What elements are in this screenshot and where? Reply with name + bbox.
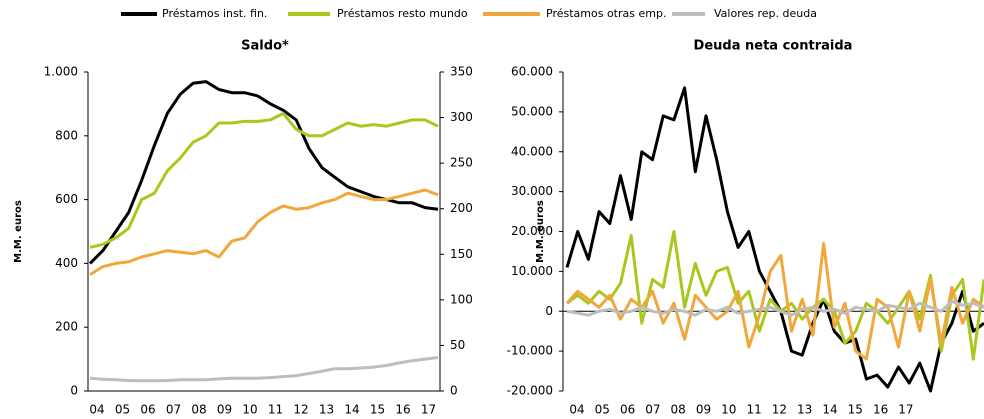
x-tick-label: 13 — [319, 403, 334, 417]
y-tick-label: 20.000 — [511, 224, 553, 238]
y2-tick-label: 350 — [450, 65, 473, 79]
x-tick-label: 11 — [268, 403, 283, 417]
y2-tick-label: 150 — [450, 247, 473, 261]
x-tick-label: 15 — [370, 403, 385, 417]
x-tick-label: 05 — [595, 403, 610, 417]
y-tick-label: 600 — [55, 192, 78, 206]
x-tick-label: 15 — [848, 403, 863, 417]
x-tick-label: 10 — [721, 403, 736, 417]
series-line — [565, 242, 984, 361]
x-tick-label: 12 — [293, 403, 308, 417]
x-tick-label: 14 — [822, 403, 837, 417]
chart-title: Deuda neta contraida — [694, 39, 853, 54]
legend-label: Préstamos resto mundo — [337, 7, 468, 20]
y-tick-label: 200 — [55, 320, 78, 334]
y-axis-title: M.M. euros — [535, 200, 546, 263]
x-tick-label: 09 — [217, 403, 232, 417]
y2-tick-label: 200 — [450, 201, 473, 215]
y2-tick-label: 250 — [450, 156, 473, 170]
series-line — [566, 230, 984, 361]
x-tick-label: 11 — [746, 403, 761, 417]
legend-label: Préstamos inst. fin. — [162, 7, 267, 20]
series-line — [89, 188, 439, 276]
y-axis-title: M.M. euros — [13, 200, 24, 263]
x-tick-label: 13 — [797, 403, 812, 417]
x-tick-label: 17 — [898, 403, 913, 417]
chart-title: Saldo* — [241, 39, 289, 54]
x-tick-label: 07 — [645, 403, 660, 417]
x-tick-label: 08 — [191, 403, 206, 417]
y-tick-label: 400 — [55, 256, 78, 270]
x-tick-label: 17 — [421, 403, 436, 417]
series-line — [89, 112, 439, 249]
x-tick-label: 12 — [772, 403, 787, 417]
y2-tick-label: 0 — [450, 384, 458, 398]
x-tick-label: 16 — [395, 403, 410, 417]
y-tick-label: -20.000 — [507, 384, 553, 398]
x-tick-label: 08 — [671, 403, 686, 417]
legend-label: Préstamos otras emp. — [546, 7, 666, 20]
y-tick-label: 10.000 — [511, 264, 553, 278]
y-tick-label: 60.000 — [511, 65, 553, 79]
x-tick-label: 04 — [89, 403, 104, 417]
y-tick-label: 40.000 — [511, 144, 553, 158]
x-tick-label: 04 — [569, 403, 584, 417]
x-tick-label: 05 — [115, 403, 130, 417]
y-tick-label: 30.000 — [511, 184, 553, 198]
x-tick-label: 06 — [140, 403, 155, 417]
y-tick-label: 0 — [545, 304, 553, 318]
x-tick-label: 07 — [166, 403, 181, 417]
x-tick-label: 10 — [242, 403, 257, 417]
y2-tick-label: 300 — [450, 110, 473, 124]
legend-label: Valores rep. deuda — [714, 7, 817, 20]
x-tick-label: 09 — [696, 403, 711, 417]
y-tick-label: 0 — [70, 384, 78, 398]
series-line — [566, 299, 984, 317]
y-tick-label: -10.000 — [507, 344, 553, 358]
series-line — [88, 80, 439, 265]
y2-tick-label: 50 — [450, 338, 465, 352]
y-tick-label: 800 — [55, 128, 78, 142]
y2-tick-label: 100 — [450, 292, 473, 306]
x-tick-label: 14 — [344, 403, 359, 417]
y-tick-label: 1.000 — [44, 65, 78, 79]
series-line — [89, 356, 439, 383]
y-tick-label: 50.000 — [511, 104, 553, 118]
series-line — [565, 86, 984, 393]
x-tick-label: 06 — [620, 403, 635, 417]
x-tick-label: 16 — [873, 403, 888, 417]
